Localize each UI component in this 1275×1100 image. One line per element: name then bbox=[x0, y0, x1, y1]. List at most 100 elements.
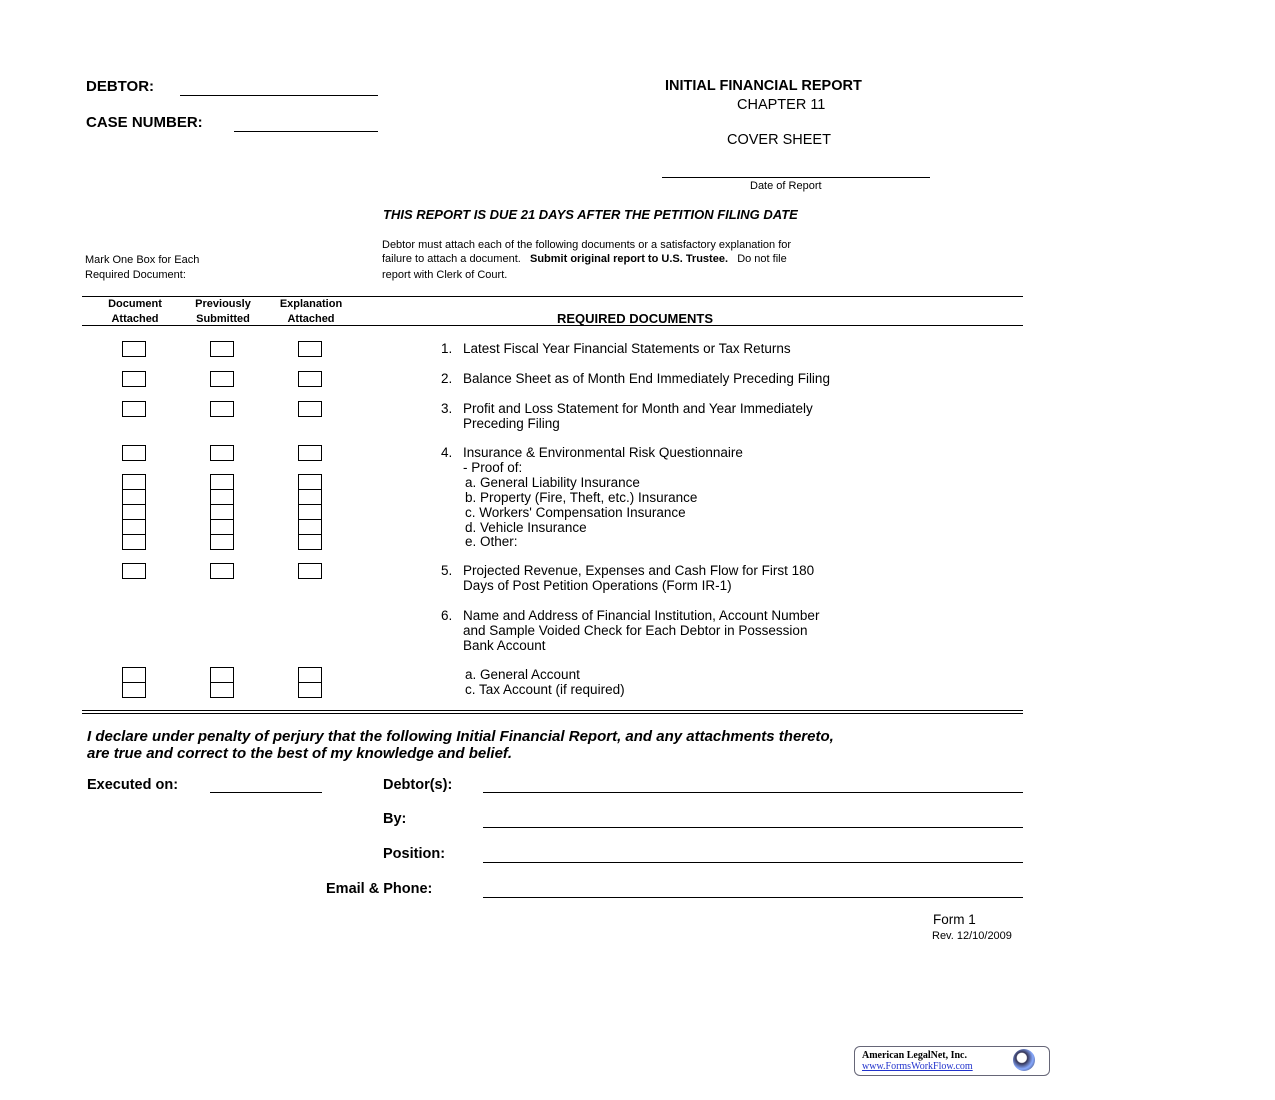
logo-url: www.FormsWorkFlow.com bbox=[862, 1061, 973, 1072]
due-notice: THIS REPORT IS DUE 21 DAYS AFTER THE PET… bbox=[383, 207, 798, 222]
cover-sheet-label: COVER SHEET bbox=[727, 132, 831, 148]
item-text: Preceding Filing bbox=[463, 415, 560, 431]
checkbox-previously-submitted[interactable] bbox=[210, 534, 234, 550]
form-number: Form 1 bbox=[933, 912, 976, 927]
globe-icon bbox=[1013, 1049, 1035, 1071]
checkbox-explanation-attached[interactable] bbox=[298, 519, 322, 535]
email-phone-field[interactable] bbox=[483, 897, 1023, 898]
divider bbox=[82, 710, 1023, 711]
debtors-label: Debtor(s): bbox=[383, 777, 453, 793]
checkbox-document-attached[interactable] bbox=[122, 563, 146, 579]
email-phone-label: Email & Phone: bbox=[326, 881, 433, 897]
checkbox-previously-submitted[interactable] bbox=[210, 341, 234, 357]
item-text: a. General Account bbox=[465, 667, 580, 682]
item-number: 3. bbox=[441, 401, 453, 416]
position-label: Position: bbox=[383, 846, 446, 862]
checkbox-document-attached[interactable] bbox=[122, 667, 146, 683]
mark-instruction: Mark One Box for Each bbox=[85, 254, 200, 266]
checkbox-document-attached[interactable] bbox=[122, 445, 146, 461]
checkbox-previously-submitted[interactable] bbox=[210, 401, 234, 417]
debtor-field[interactable] bbox=[180, 95, 378, 96]
column-header-document-attached: Document Attached bbox=[108, 298, 162, 325]
checkbox-explanation-attached[interactable] bbox=[298, 445, 322, 461]
attach-instruction: Debtor must attach each of the following… bbox=[382, 239, 792, 251]
position-field[interactable] bbox=[483, 862, 1023, 863]
checkbox-previously-submitted[interactable] bbox=[210, 371, 234, 387]
checkbox-previously-submitted[interactable] bbox=[210, 682, 234, 698]
checkbox-explanation-attached[interactable] bbox=[298, 563, 322, 579]
american-legalnet-logo: American LegalNet, Inc. www.FormsWorkFlo… bbox=[854, 1046, 1050, 1076]
item-text: Days of Post Petition Operations (Form I… bbox=[463, 577, 732, 593]
checkbox-previously-submitted[interactable] bbox=[210, 519, 234, 535]
executed-on-field[interactable] bbox=[210, 792, 322, 793]
checkbox-document-attached[interactable] bbox=[122, 371, 146, 387]
by-field[interactable] bbox=[483, 827, 1023, 828]
checkbox-document-attached[interactable] bbox=[122, 519, 146, 535]
attach-instruction: failure to attach a document. Submit ori… bbox=[382, 253, 787, 265]
item-text: b. Property (Fire, Theft, etc.) Insuranc… bbox=[465, 489, 698, 505]
checkbox-previously-submitted[interactable] bbox=[210, 474, 234, 490]
checkbox-document-attached[interactable] bbox=[122, 489, 146, 505]
checkbox-document-attached[interactable] bbox=[122, 474, 146, 490]
item-number: 1. bbox=[441, 341, 453, 356]
item-text: Insurance & Environmental Risk Questionn… bbox=[463, 445, 743, 460]
item-text: c. Tax Account (if required) bbox=[465, 681, 625, 697]
checkbox-previously-submitted[interactable] bbox=[210, 504, 234, 520]
checkbox-explanation-attached[interactable] bbox=[298, 682, 322, 698]
checkbox-previously-submitted[interactable] bbox=[210, 667, 234, 683]
divider bbox=[82, 713, 1023, 714]
date-of-report-label: Date of Report bbox=[750, 180, 822, 192]
checkbox-explanation-attached[interactable] bbox=[298, 371, 322, 387]
checkbox-document-attached[interactable] bbox=[122, 401, 146, 417]
item-number: 2. bbox=[441, 371, 453, 386]
debtors-field[interactable] bbox=[483, 792, 1023, 793]
executed-on-label: Executed on: bbox=[87, 777, 179, 793]
item-number: 5. bbox=[441, 563, 453, 578]
item-number: 6. bbox=[441, 608, 453, 623]
date-of-report-field[interactable] bbox=[662, 177, 930, 178]
required-documents-header: REQUIRED DOCUMENTS bbox=[557, 311, 714, 326]
case-number-label: CASE NUMBER: bbox=[86, 114, 203, 131]
report-title: INITIAL FINANCIAL REPORT bbox=[665, 78, 862, 94]
checkbox-explanation-attached[interactable] bbox=[298, 504, 322, 520]
checkbox-previously-submitted[interactable] bbox=[210, 445, 234, 461]
chapter-label: CHAPTER 11 bbox=[737, 97, 826, 113]
column-header-explanation-attached: Explanation Attached bbox=[279, 298, 343, 325]
checkbox-previously-submitted[interactable] bbox=[210, 563, 234, 579]
checkbox-explanation-attached[interactable] bbox=[298, 341, 322, 357]
item-text: Profit and Loss Statement for Month and … bbox=[463, 401, 813, 416]
item-text: c. Workers' Compensation Insurance bbox=[465, 504, 686, 520]
checkbox-explanation-attached[interactable] bbox=[298, 534, 322, 550]
logo-name: American LegalNet, Inc. bbox=[862, 1050, 967, 1061]
item-text: Balance Sheet as of Month End Immediatel… bbox=[463, 371, 830, 386]
item-text: and Sample Voided Check for Each Debtor … bbox=[463, 622, 808, 638]
checkbox-document-attached[interactable] bbox=[122, 504, 146, 520]
divider bbox=[82, 325, 1023, 326]
debtor-label: DEBTOR: bbox=[86, 78, 155, 95]
case-number-field[interactable] bbox=[234, 131, 378, 132]
item-text: e. Other: bbox=[465, 534, 518, 550]
revision-date: Rev. 12/10/2009 bbox=[932, 930, 1012, 942]
item-text: Projected Revenue, Expenses and Cash Flo… bbox=[463, 563, 815, 578]
checkbox-document-attached[interactable] bbox=[122, 534, 146, 550]
item-text: a. General Liability Insurance bbox=[465, 474, 640, 490]
column-header-previously-submitted: Previously Submitted bbox=[195, 298, 251, 325]
item-text: d. Vehicle Insurance bbox=[465, 519, 587, 535]
checkbox-explanation-attached[interactable] bbox=[298, 667, 322, 683]
checkbox-explanation-attached[interactable] bbox=[298, 489, 322, 505]
item-text: Name and Address of Financial Institutio… bbox=[463, 608, 820, 623]
item-text: Bank Account bbox=[463, 637, 546, 653]
checkbox-previously-submitted[interactable] bbox=[210, 489, 234, 505]
checkbox-document-attached[interactable] bbox=[122, 682, 146, 698]
item-text: - Proof of: bbox=[463, 459, 523, 475]
checkbox-document-attached[interactable] bbox=[122, 341, 146, 357]
item-text: Latest Fiscal Year Financial Statements … bbox=[463, 341, 791, 356]
declaration: I declare under penalty of perjury that … bbox=[87, 728, 834, 745]
item-number: 4. bbox=[441, 445, 453, 460]
mark-instruction: Required Document: bbox=[85, 269, 186, 281]
attach-instruction: report with Clerk of Court. bbox=[382, 269, 508, 281]
divider bbox=[82, 296, 1023, 297]
checkbox-explanation-attached[interactable] bbox=[298, 401, 322, 417]
checkbox-explanation-attached[interactable] bbox=[298, 474, 322, 490]
